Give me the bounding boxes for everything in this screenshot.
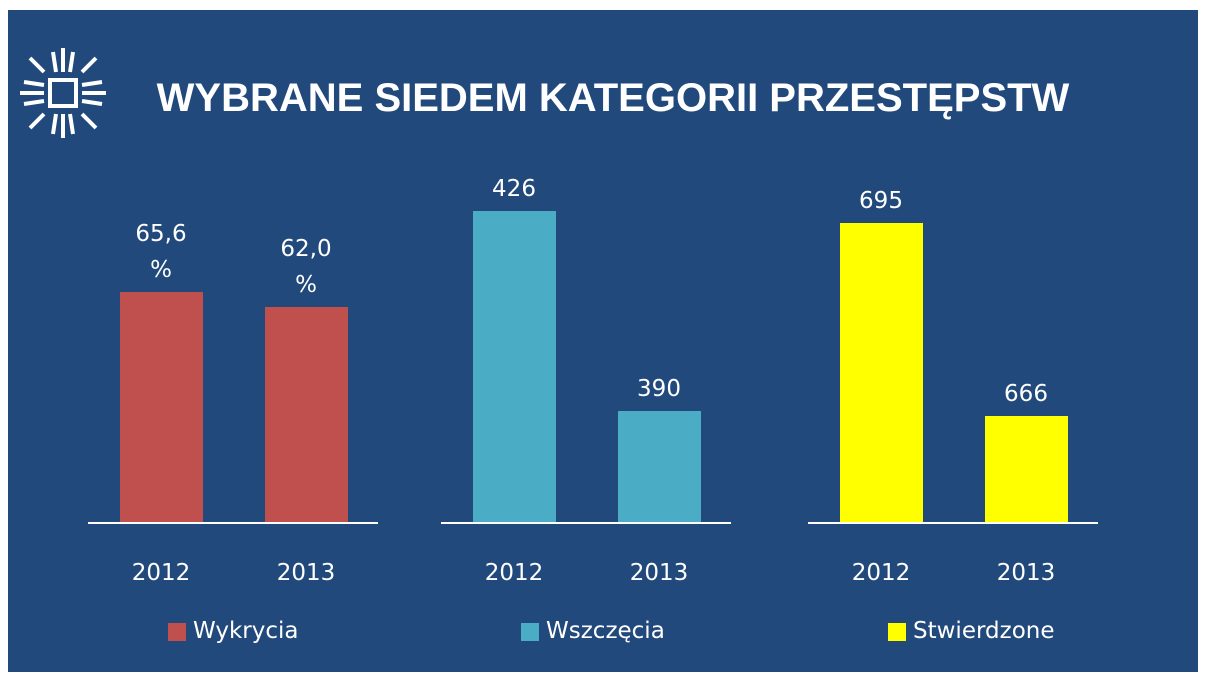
legend-swatch <box>521 623 539 641</box>
logo <box>20 48 106 138</box>
legend-swatch <box>168 623 186 641</box>
value-label: 426 <box>492 176 536 203</box>
bar <box>264 307 348 522</box>
x-tick-label: 2013 <box>276 560 336 586</box>
x-tick-label: 2012 <box>484 560 544 586</box>
bar <box>119 292 203 522</box>
x-tick-label: 2013 <box>629 560 689 586</box>
legend-swatch <box>888 623 906 641</box>
baseline <box>441 522 731 524</box>
value-label: 666 <box>1004 380 1048 407</box>
bar <box>472 211 556 522</box>
value-label: 390 <box>637 375 681 402</box>
value-label: 62,0 % <box>280 236 332 299</box>
x-tick-label: 2012 <box>851 560 911 586</box>
baseline <box>808 522 1098 524</box>
value-label: 695 <box>859 188 903 215</box>
value-label: 65,6 % <box>135 221 187 284</box>
bar <box>617 410 701 522</box>
legend-label: Wszczęcia <box>546 618 665 644</box>
bar <box>839 223 923 522</box>
x-tick-label: 2012 <box>131 560 191 586</box>
slide: WYBRANE SIEDEM KATEGORII PRZESTĘPSTW 65,… <box>8 10 1198 672</box>
x-tick-label: 2013 <box>996 560 1056 586</box>
title: WYBRANE SIEDEM KATEGORII PRZESTĘPSTW <box>156 76 1070 120</box>
legend-label: Stwierdzone <box>913 618 1055 644</box>
baseline <box>88 522 378 524</box>
bar <box>984 415 1068 522</box>
legend-label: Wykrycia <box>193 618 299 644</box>
